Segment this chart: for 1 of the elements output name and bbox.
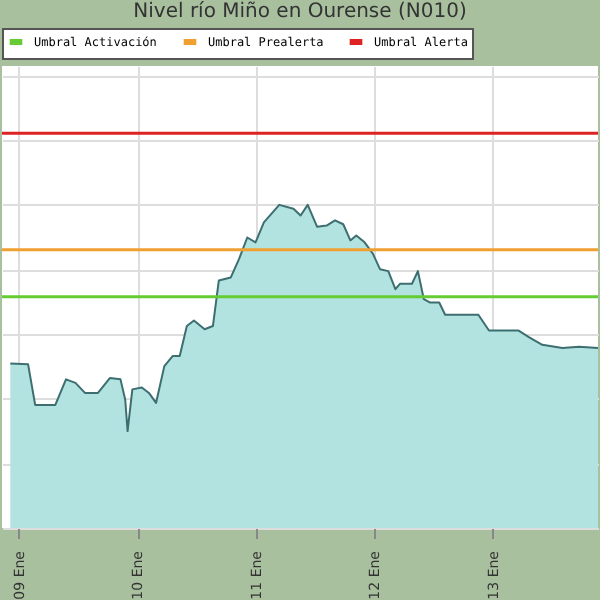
chart-title: Nivel río Miño en Ourense (N010) (133, 1, 467, 23)
